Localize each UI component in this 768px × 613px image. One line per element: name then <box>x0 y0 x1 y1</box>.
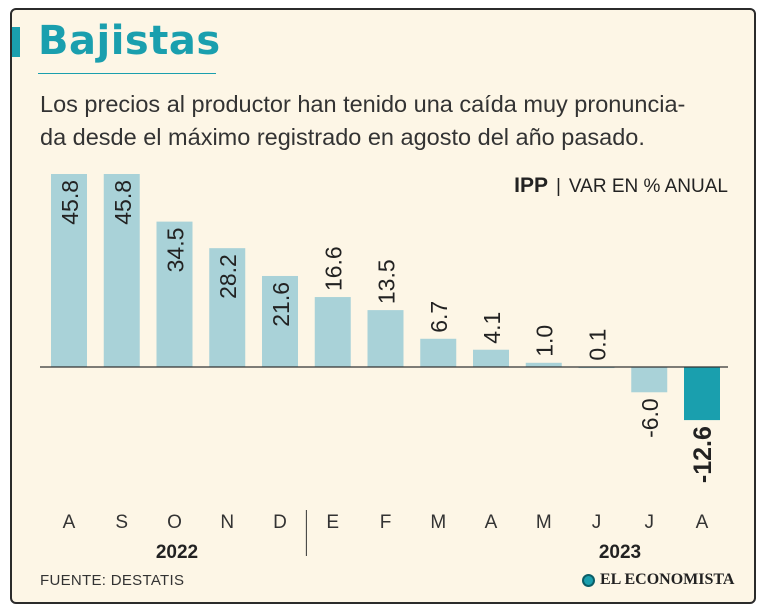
year-label-2023: 2023 <box>599 542 641 563</box>
category-label-8: M <box>430 512 446 533</box>
value-label-12: -6.0 <box>637 398 663 438</box>
value-label-11: 0.1 <box>585 329 611 361</box>
value-label-13: -12.6 <box>689 426 717 483</box>
publisher-logo: EL ECONOMISTA <box>582 571 734 589</box>
bar-5 <box>262 275 298 367</box>
subtitle-line-2: da desde el máximo registrado en agosto … <box>40 124 645 150</box>
bar-6 <box>314 297 351 367</box>
source-note: FUENTE: DESTATIS <box>40 572 185 589</box>
value-label-6: 16.6 <box>321 246 347 291</box>
value-label-5: 21.6 <box>268 282 294 327</box>
chart-title: Bajistas <box>38 18 221 64</box>
category-label-6: E <box>326 512 339 533</box>
category-label-5: D <box>273 512 287 533</box>
category-label-1: A <box>63 512 76 533</box>
bar-2 <box>103 174 140 367</box>
series-name: IPP <box>514 174 548 197</box>
logo-icon <box>582 573 595 587</box>
bar-1 <box>51 174 87 367</box>
bar-7 <box>367 310 404 367</box>
chart-subtitle: Los precios al productor han tenido una … <box>40 88 740 154</box>
category-label-3: O <box>167 512 182 533</box>
value-label-4: 28.2 <box>215 254 241 299</box>
value-label-7: 13.5 <box>374 259 400 304</box>
bar-12 <box>631 367 668 393</box>
category-label-9: A <box>485 512 498 533</box>
year-label-2022: 2022 <box>156 542 198 563</box>
value-label-10: 1.0 <box>532 325 558 357</box>
value-label-8: 6.7 <box>426 301 452 333</box>
category-label-10: M <box>536 512 552 533</box>
value-label-3: 34.5 <box>163 228 189 273</box>
unit-label: IPP | VAR EN % ANUAL <box>514 174 728 198</box>
title-accent-bar <box>12 27 20 57</box>
value-label-1: 45.8 <box>57 180 83 225</box>
category-label-4: N <box>220 512 234 533</box>
category-label-2: S <box>115 512 128 533</box>
category-label-13: A <box>696 512 709 533</box>
bar-9 <box>473 349 509 367</box>
title-underline <box>38 73 216 74</box>
logo-text: EL ECONOMISTA <box>600 571 735 588</box>
value-label-2: 45.8 <box>110 180 136 225</box>
bar-10 <box>525 362 562 367</box>
unit-description: VAR EN % ANUAL <box>568 176 728 197</box>
unit-separator: | <box>555 176 561 197</box>
bar-4 <box>209 248 246 367</box>
bar-13 <box>684 367 720 421</box>
category-label-11: J <box>592 512 602 533</box>
bar-8 <box>420 338 457 367</box>
category-label-7: F <box>380 512 392 533</box>
bar-3 <box>156 221 193 367</box>
category-label-12: J <box>645 512 655 533</box>
subtitle-line-1: Los precios al productor han tenido una … <box>40 91 686 117</box>
value-label-9: 4.1 <box>479 312 505 344</box>
